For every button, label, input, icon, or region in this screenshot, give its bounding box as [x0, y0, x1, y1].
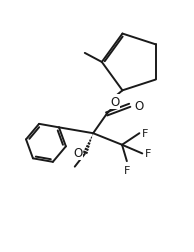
Text: O: O: [110, 95, 119, 108]
Text: F: F: [142, 129, 148, 139]
Text: F: F: [145, 149, 151, 159]
Text: F: F: [124, 166, 130, 176]
Text: O: O: [73, 147, 82, 160]
Text: O: O: [134, 99, 143, 112]
